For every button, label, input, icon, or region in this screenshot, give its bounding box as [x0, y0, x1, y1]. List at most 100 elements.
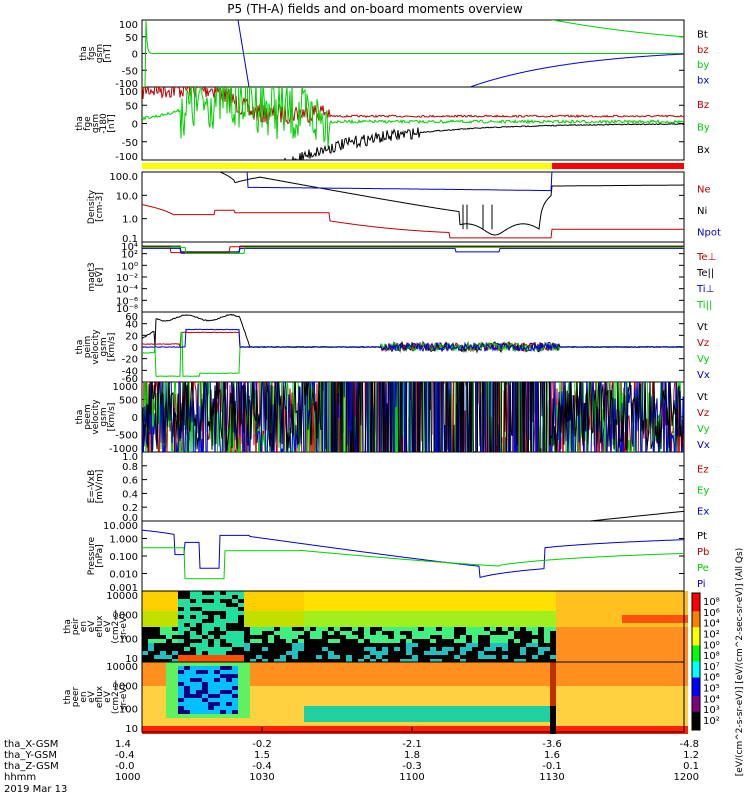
- panel-peer-ylabel: eV: [103, 690, 113, 703]
- panel-peim-ylabel: velocity: [91, 329, 101, 365]
- panel-pressure-ytick: 10.000: [103, 521, 138, 532]
- panel-efield-ytick: 0.8: [122, 462, 138, 473]
- panel-peir-ytick: 10000: [106, 591, 138, 602]
- panel-fgs-ylabel: fgs: [87, 46, 97, 60]
- panel-efield-ylabel: E=-VxB: [87, 470, 97, 504]
- xaxis-value: -3.6: [542, 739, 562, 750]
- panel-peir-ylabel: eflux: [95, 615, 105, 638]
- legend-peem-Vy: Vy: [697, 424, 710, 435]
- peim-vt-trace: [142, 313, 684, 354]
- panel-temp-ylabel: magt3: [87, 262, 97, 291]
- legend-peem-Vx: Vx: [697, 440, 710, 451]
- panel-peem-traces: [142, 382, 684, 452]
- panel-peer-ytick: 10: [125, 724, 138, 735]
- panel-peir-ylabel: sr-eV): [119, 613, 129, 639]
- panel-fgs-ytick: 0: [132, 50, 138, 61]
- panel-peir-ylabel: eV: [87, 620, 97, 633]
- panel-efield-frame: [141, 451, 685, 522]
- colorbar-tick: 10⁷: [703, 662, 720, 673]
- panel-temp-traces: [142, 246, 684, 254]
- panel-fgs-traces: [550, 20, 684, 38]
- panel-peim-traces: [142, 313, 684, 354]
- legend-peim-Vx: Vx: [697, 370, 710, 381]
- fge-bz-trace: [142, 87, 684, 125]
- panel-peir-ylabel: en: [79, 621, 89, 632]
- panel-peer-ylabel: sr-eV): [119, 684, 129, 710]
- panel-peim-ytick: -40: [122, 366, 138, 377]
- legend-efield-Ex: Ex: [697, 507, 709, 518]
- panel-fgs-ytick: -50: [122, 66, 138, 77]
- panel-temp-ytick: 10⁻²: [116, 273, 138, 284]
- panel-fge-ylabel: gsm: [91, 114, 101, 133]
- panel-efield-ytick: 0.0: [122, 513, 138, 524]
- legend-fgs-by: by: [697, 60, 709, 71]
- panel-density-traces: [218, 172, 684, 236]
- panel-pressure-ylabel: [nPa]: [95, 544, 105, 567]
- panel-temp-traces: [142, 246, 684, 254]
- panel-peem-ytick: -500: [115, 431, 138, 442]
- legend-temp-Te||: Te||: [696, 268, 714, 279]
- pressure-pe-trace: [142, 547, 684, 580]
- xaxis-value: 1.6: [544, 750, 560, 761]
- panel-peim-ytick: 20: [125, 331, 138, 342]
- density-ne-trace: [142, 204, 684, 239]
- panel-pressure-ytick: 0.001: [109, 583, 138, 594]
- panel-peem-ylabel: peem: [83, 404, 93, 430]
- temp-teperp-trace: [142, 246, 684, 254]
- panel-fgs-ylabel: gsm: [95, 44, 105, 63]
- mode-bar-slow: [142, 163, 552, 169]
- panel-fgs-ylabel: tha: [79, 46, 89, 61]
- panel-density-ytick: 0.1: [122, 234, 138, 245]
- xaxis-value: -4.8: [679, 739, 699, 750]
- panel-density-traces: [246, 172, 553, 192]
- panel-peim-ytick: 40: [125, 320, 138, 331]
- colorbar-tick: 10²: [703, 716, 720, 727]
- panel-peem-ytick: 1000: [113, 382, 138, 393]
- xaxis-value: -2.1: [402, 739, 422, 750]
- legend-pressure-Pt: Pt: [697, 531, 707, 542]
- fgs-bx-spike: [237, 20, 250, 87]
- xaxis-value: 1.2: [683, 750, 699, 761]
- panel-peir-ytick: 100: [119, 634, 138, 645]
- legend-peem-Vt: Vt: [697, 392, 708, 403]
- colorbar-label: [eV/(cm^2-s-sr-eV)] [eV/(cm^2-sec-sr-eV)…: [735, 548, 745, 776]
- panel-peim-traces: [142, 328, 684, 353]
- xaxis-value: 1130: [539, 772, 564, 783]
- panel-peer-ytick: 100: [119, 705, 138, 716]
- panel-peim-ylabel: peim: [83, 336, 93, 359]
- colorbar-tick: 10²: [703, 629, 720, 640]
- panel-temp-ytick: 10⁻⁴: [116, 285, 138, 296]
- colorbar: [691, 592, 701, 731]
- colorbar-tick: 10⁰: [703, 640, 720, 651]
- panel-temp-ytick: 10²: [121, 250, 138, 261]
- panel-temp-ytick: 10⁻⁸: [116, 304, 138, 315]
- legend-fge-Bz: Bz: [697, 100, 709, 111]
- panel-fge-ylabel: -180: [99, 113, 109, 134]
- panel-peim-ytick: -60: [122, 374, 138, 385]
- legend-efield-Ez: Ez: [697, 465, 709, 476]
- xaxis-value: -0.1: [542, 761, 562, 772]
- xaxis-row-label: hhmm: [4, 772, 36, 783]
- xaxis-value: 1.8: [404, 750, 420, 761]
- xaxis-value: 1.4: [115, 739, 131, 750]
- mode-bar-fast: [552, 163, 684, 169]
- panel-density-frame: [141, 171, 685, 243]
- chart-title: P5 (TH-A) fields and on-board moments ov…: [227, 2, 523, 16]
- legend-pressure-Pb: Pb: [697, 547, 709, 558]
- panel-efield-ytick: 1.0: [122, 452, 138, 463]
- xaxis-row-label: tha_Z-GSM: [4, 761, 59, 772]
- legend-efield-Ey: Ey: [697, 486, 709, 497]
- legend-fge-Bx: Bx: [697, 145, 710, 156]
- panel-peim-ytick: 60: [125, 312, 138, 323]
- panel-peer-ylabel: tha: [63, 690, 73, 705]
- panel-fge-ytick: 0: [132, 120, 138, 131]
- panel-fge-ylabel: tha: [75, 116, 85, 131]
- xaxis-value: 1.5: [254, 750, 270, 761]
- panel-peer-ylabel: eflux: [95, 685, 105, 708]
- panel-peer-ylabel: en: [79, 691, 89, 702]
- panel-temp-ytick: 10⁰: [121, 261, 138, 272]
- colorbar-tick: 10⁶: [703, 673, 720, 684]
- colorbar-tick: 10⁸: [703, 651, 720, 662]
